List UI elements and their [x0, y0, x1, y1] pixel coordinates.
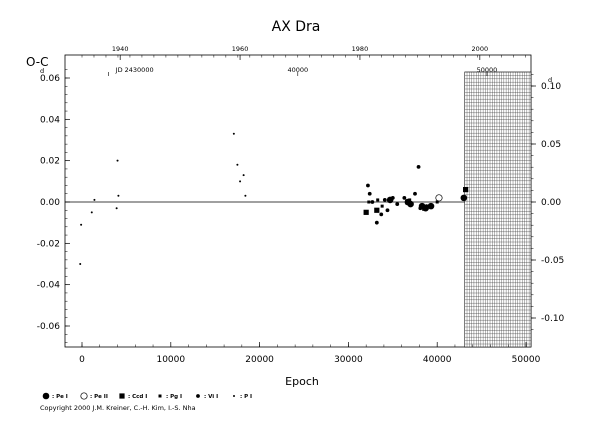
y-tick-label: 0.04	[40, 115, 60, 125]
data-point	[374, 220, 379, 225]
data-point	[242, 174, 245, 177]
legend-label: : Ccd I	[128, 394, 147, 400]
top-axis: 1940 1960 1980 2000 JD 2430000 40000 50000	[81, 45, 526, 76]
data-point	[115, 207, 118, 210]
legend-label: : Pg I	[166, 394, 182, 400]
x-tick-label: 10000	[156, 355, 185, 365]
data-point	[374, 207, 380, 213]
data-point	[395, 202, 400, 206]
legend-label: : Pe I	[52, 394, 68, 400]
data-point	[232, 132, 235, 135]
chart-title: AX Dra	[272, 19, 321, 35]
legend-label: : P I	[240, 394, 252, 400]
data-point	[385, 208, 390, 213]
x-tick-label: 20000	[245, 355, 274, 365]
right-axis-exponent: d	[548, 76, 552, 84]
data-point	[117, 194, 120, 197]
axis-ticks: 0 10000 20000 30000 40000 50000 -0.06 -0.04 -0.0…	[37, 69, 565, 365]
data-point	[382, 198, 387, 202]
data-point	[427, 202, 435, 210]
data-point	[435, 200, 439, 204]
data-point	[435, 194, 443, 202]
y-tick-label: -0.04	[37, 281, 61, 291]
y-tick-label: -0.02	[37, 239, 60, 249]
data-point	[463, 187, 469, 193]
plot-frame	[64, 54, 532, 348]
data-point	[80, 223, 83, 226]
data-point	[416, 164, 421, 169]
y-axis-exponent: d	[40, 67, 44, 75]
x-tick-label: 50000	[512, 355, 541, 365]
data-points	[79, 132, 469, 265]
data-point	[363, 209, 369, 215]
y-tick-label: 0.02	[40, 157, 60, 167]
data-point	[370, 200, 375, 204]
copyright-note: Copyright 2000 J.M. Kreiner, C.-H. Kim, …	[40, 404, 196, 412]
legend-label: : Vi I	[204, 394, 218, 400]
legend: : Pe I : Pe II : Ccd I : Pg I : Vi I : P I	[42, 392, 252, 400]
data-point	[90, 211, 93, 214]
jd-tick-label: 50000	[477, 66, 498, 74]
data-point	[380, 204, 384, 208]
jd-tick-label: 40000	[287, 66, 308, 74]
y-tick-label: -0.06	[37, 322, 61, 332]
data-point	[460, 194, 468, 202]
data-point	[402, 195, 407, 200]
data-point	[376, 198, 380, 202]
right-y-tick-label: -0.05	[541, 256, 564, 266]
data-point	[405, 199, 411, 205]
right-y-tick-label: 0.10	[541, 82, 561, 92]
legend-marker	[196, 394, 200, 398]
data-point	[79, 263, 82, 265]
data-point	[418, 206, 423, 211]
future-epoch-hatch-region	[464, 71, 532, 348]
x-tick-label: 0	[79, 355, 85, 365]
legend-label: : Pe II	[90, 394, 108, 400]
x-tick-label: 30000	[334, 355, 363, 365]
legend-marker	[80, 392, 88, 400]
data-point	[413, 191, 417, 196]
future-region-box	[464, 71, 532, 348]
data-point	[116, 159, 119, 162]
legend-marker	[42, 392, 50, 400]
data-point	[366, 183, 370, 188]
data-point	[390, 195, 395, 200]
data-point	[93, 198, 96, 201]
data-point	[244, 194, 247, 197]
data-point	[239, 180, 242, 183]
jd-tick-label: JD 2430000	[115, 66, 154, 74]
legend-marker	[158, 394, 162, 398]
data-point	[424, 204, 429, 209]
right-y-tick-label: -0.10	[541, 314, 565, 324]
year-tick-label: 2000	[472, 45, 489, 53]
right-y-tick-label: 0.05	[541, 140, 561, 150]
right-y-tick-label: 0.00	[541, 198, 561, 208]
data-point	[408, 198, 412, 202]
y-tick-label: 0.06	[40, 74, 60, 84]
data-point	[367, 200, 371, 204]
legend-marker	[233, 395, 235, 397]
data-point	[379, 212, 384, 217]
year-tick-label: 1980	[352, 45, 369, 53]
year-tick-label: 1960	[232, 45, 249, 53]
data-point	[422, 205, 428, 211]
x-tick-label: 40000	[423, 355, 452, 365]
data-point	[236, 163, 239, 166]
year-tick-label: 1940	[112, 45, 129, 53]
y-tick-label: 0.00	[40, 198, 60, 208]
legend-marker	[119, 393, 125, 399]
x-axis-label: Epoch	[285, 375, 319, 388]
y-axis-label: O-C	[26, 55, 49, 69]
data-point	[367, 191, 372, 196]
